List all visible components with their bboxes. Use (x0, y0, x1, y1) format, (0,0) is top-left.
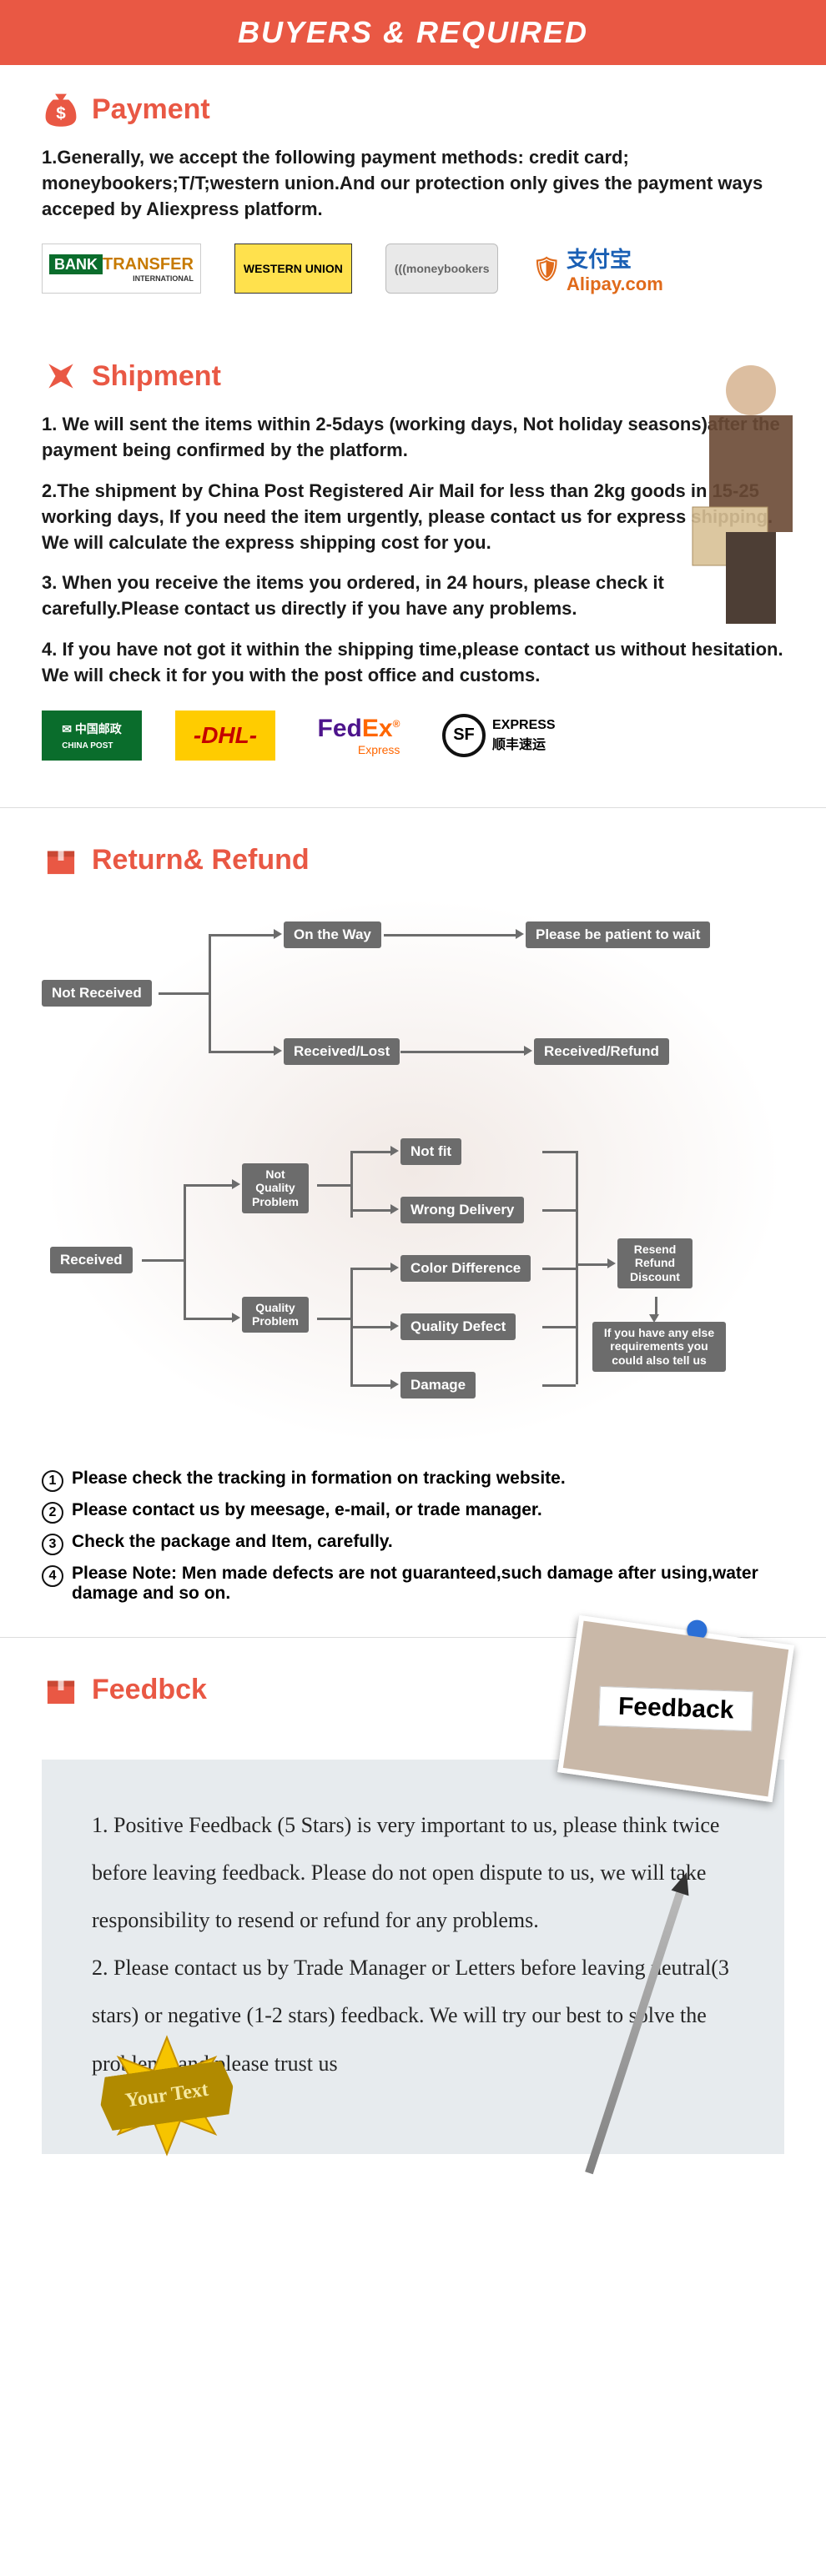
note-2: Please contact us by meesage, e-mail, or… (72, 1500, 542, 1520)
money-bag-icon: $ (42, 90, 80, 128)
node-resend: Resend Refund Discount (617, 1238, 693, 1288)
node-color-diff: Color Difference (400, 1255, 531, 1282)
feedback-section: Feedbck Feedback 1. Positive Feedback (5… (0, 1646, 826, 2237)
note-4: Please Note: Men made defects are not gu… (72, 1564, 784, 1604)
china-post-logo: ✉ 中国邮政CHINA POST (42, 711, 142, 761)
feedback-body: 1. Positive Feedback (5 Stars) is very i… (42, 1760, 784, 2154)
svg-text:$: $ (56, 104, 66, 123)
node-not-fit: Not fit (400, 1138, 461, 1165)
node-received: Received (50, 1247, 133, 1273)
return-flowchart: Not Received On the Way Please be patien… (42, 896, 784, 1447)
circled-4-icon: 4 (42, 1565, 63, 1587)
node-quality: Quality Problem (242, 1297, 309, 1333)
return-title: Return& Refund (92, 844, 310, 876)
note-3: Check the package and Item, carefully. (72, 1532, 393, 1552)
package-icon (42, 1671, 80, 1710)
feedback-p1: 1. Positive Feedback (5 Stars) is very i… (92, 1801, 734, 1945)
node-anything-else: If you have any else requirements you co… (592, 1322, 726, 1372)
payment-section: $ Payment 1.Generally, we accept the fol… (0, 65, 826, 332)
western-union-logo: WESTERN UNION (234, 244, 352, 294)
shipment-title: Shipment (92, 360, 221, 393)
alipay-logo: 🛡 支付宝 Alipay.com (531, 244, 662, 294)
return-notes: 1 Please check the tracking in formation … (42, 1469, 784, 1604)
node-damage: Damage (400, 1372, 476, 1398)
node-received-refund: Received/Refund (534, 1038, 669, 1065)
node-on-the-way: On the Way (284, 921, 381, 948)
payment-text: 1.Generally, we accept the following pay… (42, 145, 784, 222)
payment-title: Payment (92, 93, 210, 126)
starburst-badge: Your Text (67, 2029, 267, 2162)
shipment-logos: ✉ 中国邮政CHINA POST -DHL- FedEx®Express SF … (42, 711, 784, 761)
node-received-lost: Received/Lost (284, 1038, 400, 1065)
payment-logos: BANKTRANSFER INTERNATIONAL WESTERN UNION… (42, 244, 784, 294)
circled-1-icon: 1 (42, 1470, 63, 1492)
note-1: Please check the tracking in formation o… (72, 1469, 566, 1489)
node-not-quality: Not Quality Problem (242, 1163, 309, 1213)
sf-express-logo: SF EXPRESS顺丰速运 (442, 711, 556, 761)
node-wrong-delivery: Wrong Delivery (400, 1197, 524, 1223)
circled-3-icon: 3 (42, 1534, 63, 1555)
fedex-logo: FedEx®Express (309, 711, 409, 761)
shield-icon: 🛡 (531, 255, 562, 283)
airplane-icon (42, 357, 80, 395)
package-icon (42, 841, 80, 880)
feedback-title: Feedbck (92, 1674, 207, 1706)
return-section: Return& Refund Not Received On the Way P… (0, 816, 826, 1629)
bank-transfer-logo: BANKTRANSFER INTERNATIONAL (42, 244, 201, 294)
feedback-label: Feedback (598, 1685, 753, 1730)
dhl-logo: -DHL- (175, 711, 275, 761)
delivery-person-icon (667, 357, 826, 624)
node-patient: Please be patient to wait (526, 921, 710, 948)
shipment-section: Shipment 1. We will sent the items withi… (0, 332, 826, 798)
node-not-received: Not Received (42, 980, 152, 1007)
banner-title: BUYERS & REQUIRED (0, 0, 826, 65)
moneybookers-logo: ((( moneybookers (385, 244, 499, 294)
shipment-p4: 4. If you have not got it within the shi… (42, 637, 784, 689)
node-quality-defect: Quality Defect (400, 1313, 516, 1340)
circled-2-icon: 2 (42, 1502, 63, 1524)
feedback-photo: Feedback (557, 1614, 794, 1801)
